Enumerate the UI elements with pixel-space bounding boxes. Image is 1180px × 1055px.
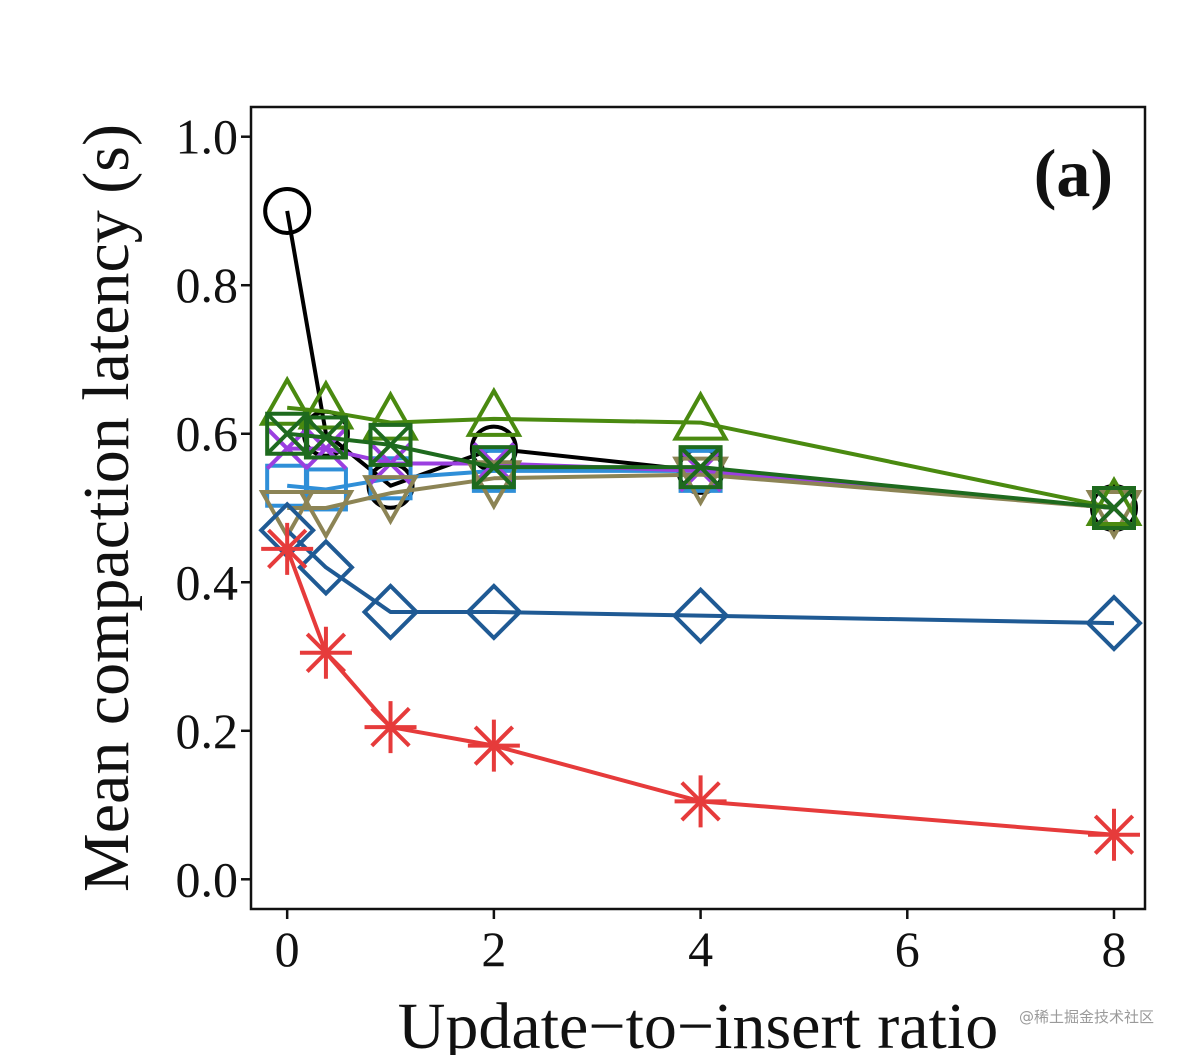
data-point-box-x-green-1 — [303, 415, 348, 460]
x-tick-label: 4 — [688, 921, 713, 977]
series-box-x-green — [265, 411, 1136, 530]
data-point-box-x-green-5 — [1091, 486, 1136, 530]
series-triangle-up — [258, 375, 1143, 526]
data-point-triangle-down-olive-3 — [465, 460, 523, 511]
series-line-asterisk — [285, 548, 1115, 837]
data-point-triangle-down-olive-2 — [362, 475, 419, 526]
series-asterisk — [261, 522, 1140, 861]
data-point-triangle-up-4 — [672, 390, 730, 441]
x-tick-label: 6 — [895, 921, 920, 977]
data-point-asterisk-3 — [467, 719, 520, 772]
data-point-diamond-1 — [297, 538, 355, 597]
y-tick-label: 1.0 — [176, 109, 239, 165]
data-point-triangle-down-olive-1 — [297, 490, 355, 541]
data-point-diamond-2 — [361, 583, 420, 641]
series-line-cross-purple — [287, 446, 1115, 510]
data-point-triangle-up-3 — [465, 386, 523, 437]
y-tick-label: 0.2 — [176, 703, 239, 759]
data-point-triangle-up-2 — [362, 390, 419, 441]
data-point-box-x-green-3 — [471, 445, 516, 490]
x-tick-label: 2 — [481, 921, 506, 977]
x-axis-title: Update−to−insert ratio — [398, 990, 998, 1055]
series-line-diamond — [285, 528, 1115, 626]
data-point-asterisk-1 — [299, 626, 352, 679]
series-line-box-x-green — [286, 431, 1115, 510]
data-point-box-x-green-4 — [678, 445, 723, 490]
data-point-diamond-3 — [465, 583, 523, 641]
y-tick-label: 0.4 — [176, 554, 239, 610]
y-axis-title: Mean compaction latency (s) — [70, 124, 143, 892]
data-point-asterisk-5 — [1087, 808, 1140, 861]
x-tick-label: 0 — [275, 921, 300, 977]
data-point-asterisk-2 — [364, 701, 417, 754]
data-point-diamond-5 — [1085, 594, 1143, 652]
plot-frame — [249, 105, 1147, 911]
y-tick-label: 0.6 — [176, 406, 239, 462]
series-line-triangle-down-olive — [287, 472, 1115, 510]
data-point-asterisk-4 — [674, 775, 727, 828]
panel-label: (a) — [1034, 135, 1113, 211]
data-point-diamond-4 — [671, 586, 730, 645]
series-diamond — [258, 501, 1143, 652]
y-tick-label: 0.0 — [176, 851, 239, 907]
data-point-box-x-green-2 — [368, 422, 413, 467]
data-point-triangle-down-olive-5 — [1085, 490, 1143, 541]
series-layer — [258, 186, 1143, 861]
watermark: @稀土掘金技术社区 — [1018, 1008, 1154, 1026]
data-point-asterisk-0 — [261, 522, 314, 575]
data-point-triangle-up-1 — [297, 379, 355, 430]
data-point-circle-0 — [263, 186, 312, 235]
x-tick-label: 8 — [1101, 921, 1126, 977]
data-point-triangle-up-0 — [258, 375, 316, 426]
data-point-triangle-up-5 — [1085, 475, 1143, 526]
axis-ticks: 0 2 4 6 8 0.0 0.2 0.4 0.6 0.8 1.0 — [176, 109, 1127, 977]
y-tick-label: 0.8 — [176, 257, 239, 313]
series-line-triangle-up — [286, 405, 1115, 510]
